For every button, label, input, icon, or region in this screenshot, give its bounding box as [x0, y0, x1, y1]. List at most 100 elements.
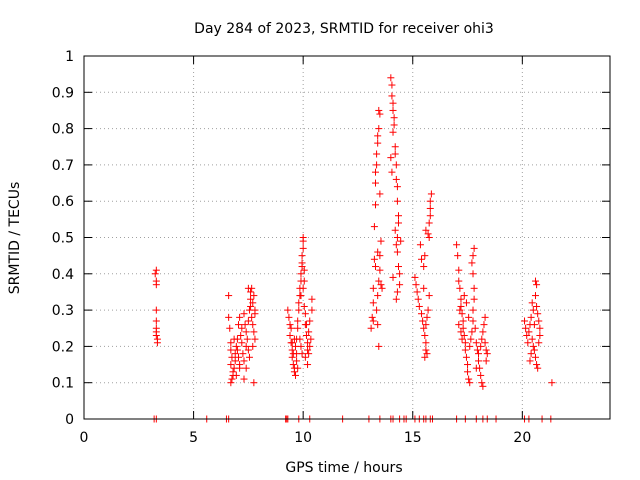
data-point — [240, 310, 248, 318]
data-point — [293, 357, 301, 365]
data-point — [238, 324, 246, 332]
data-point — [227, 339, 235, 347]
data-point — [248, 284, 256, 292]
data-point — [469, 252, 477, 260]
data-point — [250, 328, 258, 336]
data-point — [527, 350, 535, 358]
data-point — [457, 328, 465, 336]
data-point — [397, 237, 405, 245]
data-point — [426, 204, 434, 212]
data-point — [423, 313, 431, 321]
data-point — [373, 306, 381, 314]
y-axis-title: SRMTID / TECUs — [7, 182, 23, 295]
data-point — [479, 382, 487, 390]
data-point — [238, 339, 246, 347]
data-point — [284, 306, 292, 314]
data-point — [152, 266, 160, 274]
data-point — [227, 346, 235, 354]
data-point — [472, 364, 480, 372]
data-point — [230, 335, 238, 343]
data-point — [388, 168, 396, 176]
data-point — [455, 266, 463, 274]
data-point — [308, 306, 316, 314]
data-point — [524, 339, 532, 347]
data-point — [240, 357, 248, 365]
data-point — [425, 219, 433, 227]
data-point — [374, 139, 382, 147]
data-point — [306, 317, 314, 325]
data-point — [251, 310, 259, 318]
data-point — [370, 223, 378, 231]
y-tick-label: 0.2 — [52, 339, 74, 355]
data-point — [291, 371, 299, 379]
data-point — [466, 342, 474, 350]
data-point — [457, 302, 465, 310]
data-point — [389, 99, 397, 107]
data-point — [393, 183, 401, 191]
data-point — [421, 252, 429, 260]
data-point — [390, 114, 398, 122]
x-tick-label: 5 — [189, 430, 198, 446]
data-point — [482, 357, 490, 365]
data-point — [375, 125, 383, 133]
data-point — [529, 342, 537, 350]
data-point — [467, 335, 475, 343]
x-tick-label: 20 — [513, 430, 531, 446]
data-point — [301, 310, 309, 318]
data-point — [371, 263, 379, 271]
y-tick-label: 1 — [65, 49, 74, 65]
data-point — [306, 342, 314, 350]
data-point — [456, 306, 464, 314]
data-point — [288, 346, 296, 354]
data-point — [427, 190, 435, 198]
data-points — [150, 74, 556, 423]
data-point — [416, 241, 424, 249]
data-point — [297, 292, 305, 300]
data-point — [462, 353, 470, 361]
data-point — [250, 379, 258, 387]
y-tick-label: 0.6 — [52, 194, 74, 210]
data-point — [297, 270, 305, 278]
data-point — [389, 128, 397, 136]
chart-title: Day 284 of 2023, SRMTID for receiver ohi… — [194, 21, 494, 37]
data-point — [393, 197, 401, 205]
data-point — [289, 361, 297, 369]
data-point — [466, 379, 474, 387]
data-point — [536, 324, 544, 332]
data-point — [225, 313, 233, 321]
data-point — [371, 168, 379, 176]
data-point — [374, 132, 382, 140]
y-tick-label: 0.5 — [52, 231, 74, 247]
data-point — [290, 368, 298, 376]
data-point — [536, 332, 544, 340]
data-point — [242, 364, 250, 372]
data-point — [459, 317, 467, 325]
data-point — [302, 321, 310, 329]
y-tick-label: 0.3 — [52, 303, 74, 319]
data-point — [392, 161, 400, 169]
data-point — [421, 353, 429, 361]
data-point — [395, 219, 403, 227]
data-point — [376, 266, 384, 274]
data-point — [226, 324, 234, 332]
data-point — [290, 335, 298, 343]
data-point — [293, 350, 301, 358]
data-point — [371, 179, 379, 187]
data-point — [304, 339, 312, 347]
data-point — [528, 335, 536, 343]
data-point — [531, 292, 539, 300]
data-point — [369, 299, 377, 307]
data-point — [247, 288, 255, 296]
data-point — [378, 284, 386, 292]
data-point — [477, 342, 485, 350]
data-point — [453, 241, 461, 249]
data-point — [393, 248, 401, 256]
data-point — [418, 255, 426, 263]
data-point — [376, 110, 384, 118]
data-point — [240, 375, 248, 383]
data-point — [461, 346, 469, 354]
data-point — [388, 81, 396, 89]
x-tick-label: 0 — [80, 430, 89, 446]
data-point — [231, 357, 239, 365]
data-point — [374, 321, 382, 329]
